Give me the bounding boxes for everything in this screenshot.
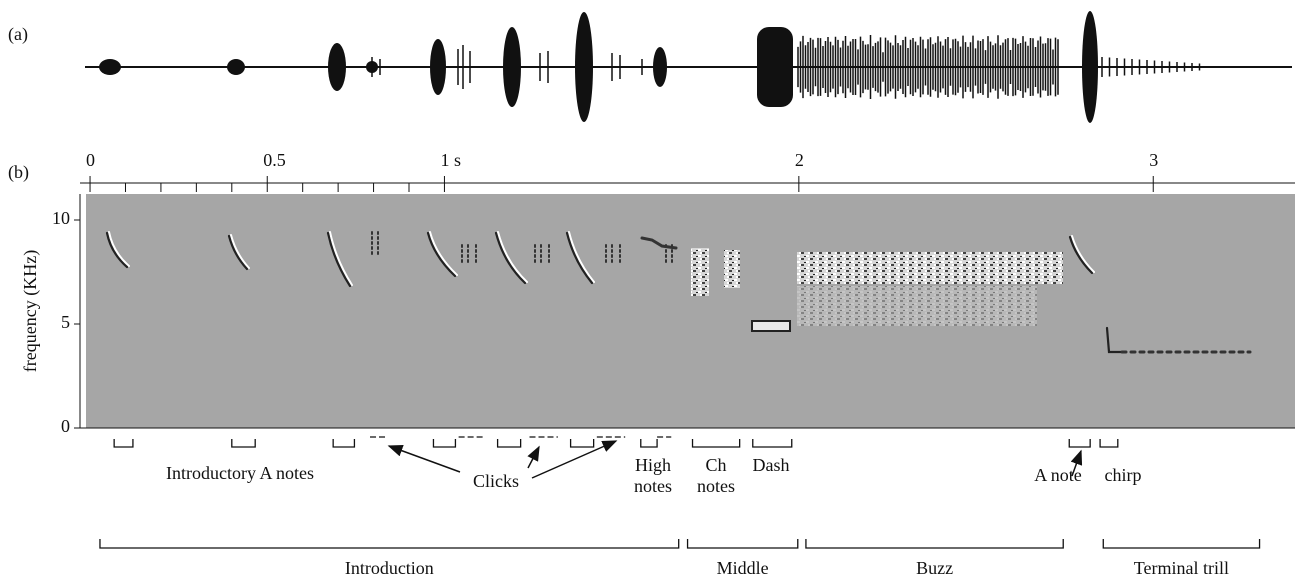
y-tick-label: 0: [61, 416, 70, 436]
note-label: High notes: [628, 455, 678, 497]
note-bracket: [232, 439, 255, 447]
x-tick-label: 0: [86, 150, 95, 170]
note-label: Clicks: [456, 471, 536, 492]
note-bracket: [641, 439, 657, 447]
note-label: A note: [1023, 465, 1093, 486]
x-tick-label: 3: [1149, 150, 1158, 170]
figure: (a) (b) frequency (KHz): [0, 0, 1301, 579]
section-label: Terminal trill: [1134, 558, 1229, 578]
waveform: [85, 11, 1292, 123]
y-tick-label: 5: [61, 312, 70, 332]
note-bracket: [753, 439, 792, 447]
section-label: Introduction: [345, 558, 434, 578]
dash-note: [752, 321, 790, 331]
x-tick-label: 1 s: [440, 150, 461, 170]
y-axis-label: frequency (KHz): [20, 250, 41, 372]
section-bracket: [1103, 539, 1259, 548]
note-label: Ch notes: [691, 455, 741, 497]
note-label: Dash: [746, 455, 796, 476]
section-bracket: [688, 539, 798, 548]
section-bracket: [806, 539, 1063, 548]
x-tick-label: 0.5: [263, 150, 286, 170]
ch-note: [691, 248, 709, 296]
y-tick-label: 10: [52, 208, 70, 228]
note-bracket: [693, 439, 740, 447]
note-bracket: [1100, 439, 1118, 447]
note-bracket: [498, 439, 521, 447]
panel-label: (a): [8, 24, 28, 45]
note-bracket: [433, 439, 455, 447]
note-bracket: [571, 439, 594, 447]
note-label: Introductory A notes: [120, 463, 360, 484]
spectrogram: [86, 194, 1295, 428]
buzz-texture: [797, 252, 1063, 284]
note-bracket: [333, 439, 354, 447]
note-bracket: [1069, 439, 1090, 447]
note-bracket: [114, 439, 133, 447]
note-label: chirp: [1093, 465, 1153, 486]
section-label: Buzz: [916, 558, 953, 578]
section-bracket: [100, 539, 679, 548]
ch-note: [724, 250, 740, 288]
x-tick-label: 2: [795, 150, 804, 170]
panel-label: (b): [8, 162, 29, 183]
buzz-texture: [797, 286, 1037, 326]
section-label: Middle: [717, 558, 769, 578]
